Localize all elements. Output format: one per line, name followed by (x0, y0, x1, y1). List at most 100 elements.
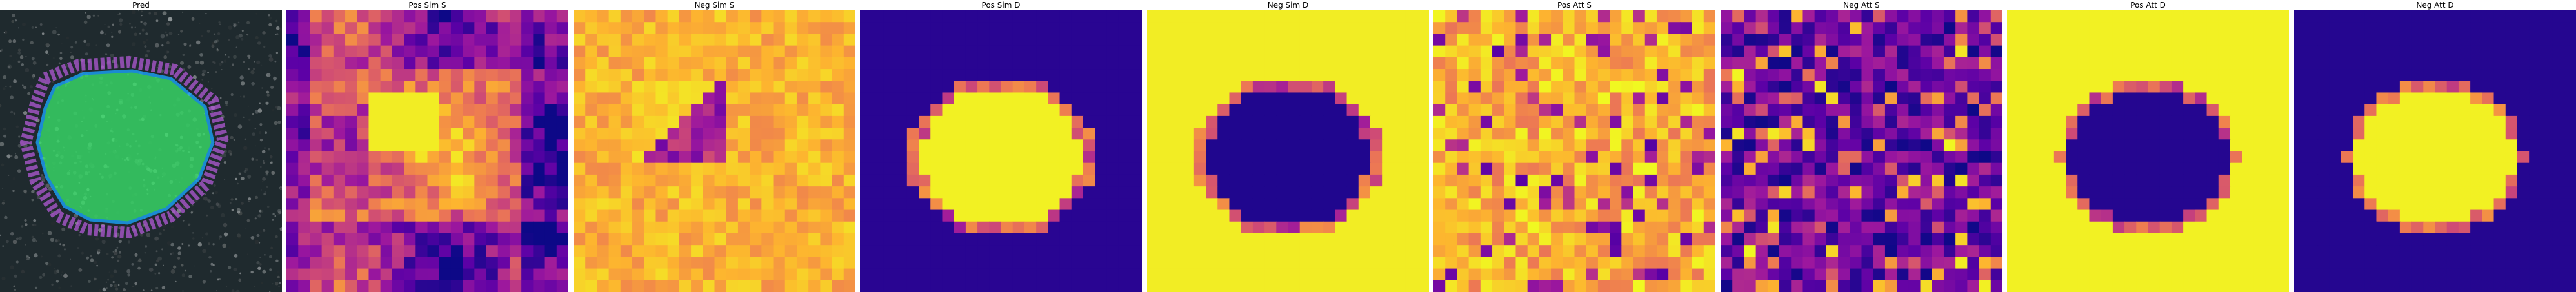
heatmap-cell (750, 186, 762, 199)
heatmap-cell (486, 233, 499, 246)
heatmap-cell (1229, 139, 1242, 152)
heatmap-cell (392, 22, 404, 35)
heatmap-cell (989, 268, 1002, 281)
heatmap-cell (1118, 268, 1131, 281)
heatmap-cell (1012, 209, 1025, 222)
heatmap-cell (703, 34, 715, 46)
heatmap-cell (1744, 268, 1757, 281)
heatmap-cell (2206, 104, 2219, 117)
heatmap-cell (1059, 257, 1072, 269)
heatmap-cell (1680, 92, 1693, 105)
heatmap-cell (1048, 198, 1061, 211)
heatmap-cell (1721, 257, 1733, 269)
heatmap-cell (1504, 81, 1517, 93)
heatmap-cell (1586, 233, 1599, 246)
heatmap-cell (1908, 22, 1921, 35)
heatmap-cell (1433, 257, 1446, 269)
heatmap-cell (1106, 221, 1119, 234)
heatmap-cell (1515, 245, 1528, 257)
heatmap-cell (773, 34, 786, 46)
heatmap-cell (1597, 209, 1610, 222)
heatmap-cell (1457, 257, 1470, 269)
heatmap-cell (1382, 268, 1394, 281)
heatmap-cell (1897, 186, 1909, 199)
photo-texture-speck (109, 274, 114, 278)
heatmap-cell (1586, 92, 1599, 105)
heatmap-cell (1908, 268, 1921, 281)
photo-texture-speck (188, 275, 192, 278)
heatmap-cell (1217, 69, 1230, 81)
photo-texture-speck (274, 121, 278, 126)
heatmap-cell (2242, 209, 2254, 222)
heatmap-cell (2171, 174, 2184, 187)
heatmap-cell (286, 174, 299, 187)
heatmap-cell (298, 221, 311, 234)
heatmap-cell (1802, 139, 1815, 152)
heatmap-cell (2136, 268, 2149, 281)
photo-texture-speck (275, 259, 279, 262)
heatmap-cell (1621, 257, 1634, 269)
heatmap-cell (620, 10, 633, 23)
heatmap-cell (2077, 34, 2090, 46)
heatmap-cell (2364, 22, 2377, 35)
heatmap-cell (345, 34, 357, 46)
heatmap-cell (644, 209, 657, 222)
heatmap-cell (1492, 45, 1504, 58)
heatmap-cell (1393, 104, 1406, 117)
heatmap-cell (1791, 34, 1804, 46)
heatmap-cell (1206, 69, 1218, 81)
heatmap-cell (1241, 10, 1253, 23)
heatmap-cell (1610, 174, 1622, 187)
heatmap-cell (2053, 162, 2066, 175)
heatmap-cell (1597, 174, 1610, 187)
heatmap-cell (1445, 186, 1458, 199)
heatmap-cell (2042, 69, 2055, 81)
heatmap-cell (1597, 45, 1610, 58)
heatmap-cell (883, 34, 896, 46)
heatmap-cell (1539, 69, 1552, 81)
heatmap-cell (2277, 10, 2289, 23)
heatmap-cell (298, 45, 311, 58)
heatmap-cell (2159, 174, 2172, 187)
heatmap-cell (357, 268, 370, 281)
heatmap-cell (298, 128, 311, 140)
photo-texture-speck (137, 266, 141, 270)
heatmap-cell (1826, 233, 1839, 246)
heatmap-cell (368, 128, 381, 140)
heatmap-cell (895, 115, 908, 128)
heatmap-cell (808, 128, 821, 140)
photo-texture-speck (225, 54, 227, 56)
photo-texture-speck (85, 12, 86, 14)
heatmap-cell (2089, 162, 2102, 175)
heatmap-cell (1382, 186, 1394, 199)
heatmap-cell (2277, 34, 2289, 46)
heatmap-cell (644, 115, 657, 128)
heatmap-cell (486, 174, 499, 187)
heatmap-cell (930, 151, 943, 164)
photo-texture-speck (61, 274, 63, 276)
heatmap-cell (1170, 22, 1183, 35)
heatmap-cell (486, 280, 499, 292)
heatmap-cell (2101, 198, 2113, 211)
heatmap-cell (1095, 151, 1107, 164)
photo-texture-speck (45, 50, 48, 54)
heatmap-cell (2159, 151, 2172, 164)
heatmap-cell (1621, 115, 1634, 128)
heatmap-cell (2317, 10, 2330, 23)
heatmap-cell (644, 45, 657, 58)
heatmap-cell (1539, 209, 1552, 222)
heatmap-cell (380, 186, 393, 199)
photo-texture-speck (243, 61, 245, 63)
heatmap-cell (1370, 268, 1383, 281)
heatmap-cell (1193, 22, 1206, 35)
heatmap-cell (655, 257, 668, 269)
heatmap-cell (860, 45, 872, 58)
heatmap-cell (1597, 245, 1610, 257)
heatmap-cell (2053, 115, 2066, 128)
photo-texture-speck (275, 34, 277, 35)
heatmap-cell (750, 209, 762, 222)
heatmap-cell (1633, 221, 1646, 234)
heatmap-cell (1873, 174, 1886, 187)
heatmap-cell (750, 57, 762, 70)
